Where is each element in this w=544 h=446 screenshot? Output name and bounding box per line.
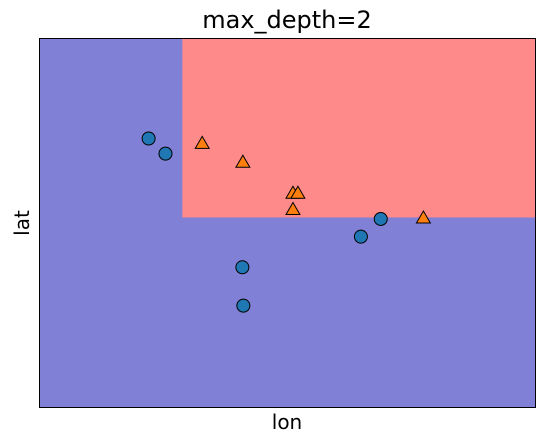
triangle-point (415, 209, 432, 224)
y-axis-label: lat (10, 210, 34, 236)
triangle-point (194, 135, 211, 149)
chart-title: max_depth=2 (202, 6, 372, 34)
triangle-point (285, 201, 301, 215)
plot-frame (39, 38, 536, 408)
triangle-point (290, 185, 306, 199)
data-points (141, 131, 432, 313)
triangle-point (235, 154, 251, 168)
circle-point (235, 260, 250, 275)
circle-point (236, 298, 251, 313)
circle-point (141, 131, 156, 146)
decision-regions (39, 38, 536, 408)
circle-point (373, 211, 388, 226)
circle-point (158, 146, 173, 161)
decision-region-red (182, 38, 536, 218)
x-axis-label: lon (271, 410, 303, 434)
circle-point (353, 229, 368, 244)
